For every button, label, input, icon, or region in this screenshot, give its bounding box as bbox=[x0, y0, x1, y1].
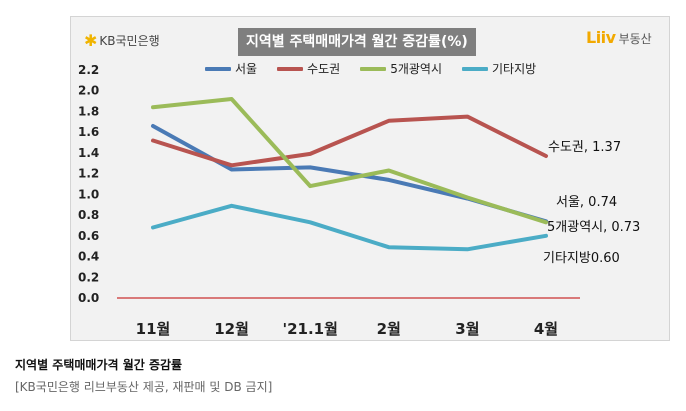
series-line-five-metro bbox=[151, 97, 548, 225]
liiv-logo-mark: Liiv bbox=[586, 28, 616, 47]
y-tick-label: 1.2 bbox=[78, 167, 99, 181]
end-label-seoul: 서울, 0.74 bbox=[556, 195, 617, 210]
star-burst-icon: ✱ bbox=[84, 31, 98, 50]
caption-title: 지역별 주택매매가격 월간 증감률 bbox=[15, 358, 183, 372]
chart-title: 지역별 주택매매가격 월간 증감률(%) bbox=[238, 28, 476, 56]
legend-item-seoul: 서울 bbox=[205, 60, 257, 77]
x-tick-label: 3월 bbox=[455, 320, 479, 338]
x-tick-label: 12월 bbox=[214, 320, 249, 338]
kb-logo: ✱ KB국민은행 bbox=[84, 31, 160, 50]
y-tick-label: 0.6 bbox=[78, 229, 99, 243]
y-tick-label: 0.8 bbox=[78, 208, 99, 222]
y-tick-label: 2.2 bbox=[78, 63, 99, 77]
kb-logo-text: KB국민은행 bbox=[99, 34, 160, 48]
y-tick-label: 0.0 bbox=[78, 291, 99, 305]
end-label-sudogwon: 수도권, 1.37 bbox=[548, 140, 621, 155]
legend-label-sudogwon: 수도권 bbox=[307, 62, 341, 76]
end-label-five-metro: 5개광역시, 0.73 bbox=[547, 220, 640, 235]
series-line-other bbox=[151, 203, 548, 252]
series-line-sudogwon bbox=[151, 114, 548, 168]
x-tick-label: 2월 bbox=[377, 320, 401, 338]
legend-label-other: 기타지방 bbox=[492, 62, 537, 76]
legend-item-five-metro: 5개광역시 bbox=[360, 60, 442, 77]
x-tick-label: '21.1월 bbox=[282, 320, 337, 338]
caption-source: [KB국민은행 리브부동산 제공, 재판매 및 DB 금지] bbox=[15, 380, 273, 394]
legend-swatch-other bbox=[462, 66, 489, 71]
legend-label-five-metro: 5개광역시 bbox=[390, 62, 443, 76]
legend-swatch-seoul bbox=[205, 66, 231, 71]
chart-legend: 서울 수도권 5개광역시 기타지방 bbox=[205, 60, 556, 77]
legend-swatch-five-metro bbox=[360, 66, 387, 71]
legend-label-seoul: 서울 bbox=[235, 62, 258, 76]
legend-item-other: 기타지방 bbox=[462, 60, 536, 77]
y-tick-label: 0.2 bbox=[78, 270, 99, 284]
y-tick-label: 1.0 bbox=[78, 187, 99, 201]
legend-swatch-sudogwon bbox=[277, 66, 304, 71]
y-tick-label: 1.6 bbox=[78, 125, 99, 139]
liiv-logo: Liiv 부동산 bbox=[586, 28, 652, 47]
y-tick-label: 1.4 bbox=[78, 146, 99, 160]
series-line-seoul bbox=[151, 124, 548, 224]
liiv-logo-sub: 부동산 bbox=[618, 32, 652, 46]
x-tick-label: 11월 bbox=[136, 320, 171, 338]
y-tick-label: 2.0 bbox=[78, 84, 99, 98]
end-label-other: 기타지방0.60 bbox=[543, 251, 620, 266]
legend-item-sudogwon: 수도권 bbox=[277, 60, 340, 77]
x-tick-label: 4월 bbox=[534, 320, 558, 338]
y-tick-label: 0.4 bbox=[78, 250, 99, 264]
y-tick-label: 1.8 bbox=[78, 104, 99, 118]
